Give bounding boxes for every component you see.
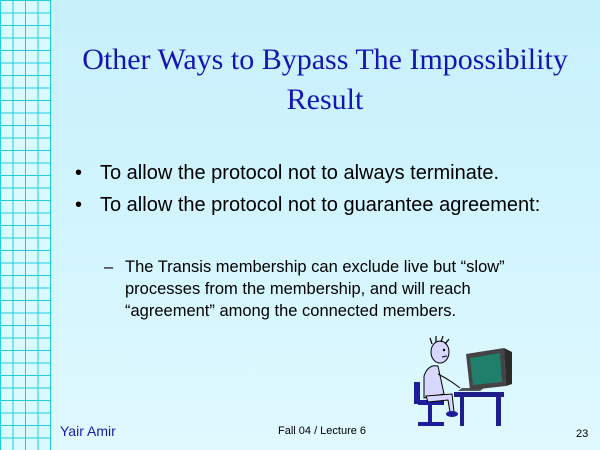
- bullet-list: To allow the protocol not to always term…: [73, 160, 588, 224]
- bullet-item: To allow the protocol not to always term…: [73, 160, 588, 186]
- sub-bullet-item: The Transis membership can exclude live …: [104, 256, 544, 322]
- sub-bullet-list: The Transis membership can exclude live …: [104, 256, 544, 322]
- slide-title: Other Ways to Bypass The Impossibility R…: [82, 43, 568, 116]
- footer-author: Yair Amir: [60, 423, 116, 439]
- page-number: 23: [576, 428, 589, 440]
- person-at-computer-icon: [414, 336, 512, 426]
- bullet-item: To allow the protocol not to guarantee a…: [73, 192, 588, 218]
- grid-decoration: [0, 0, 51, 450]
- footer-course: Fall 04 / Lecture 6: [278, 425, 367, 437]
